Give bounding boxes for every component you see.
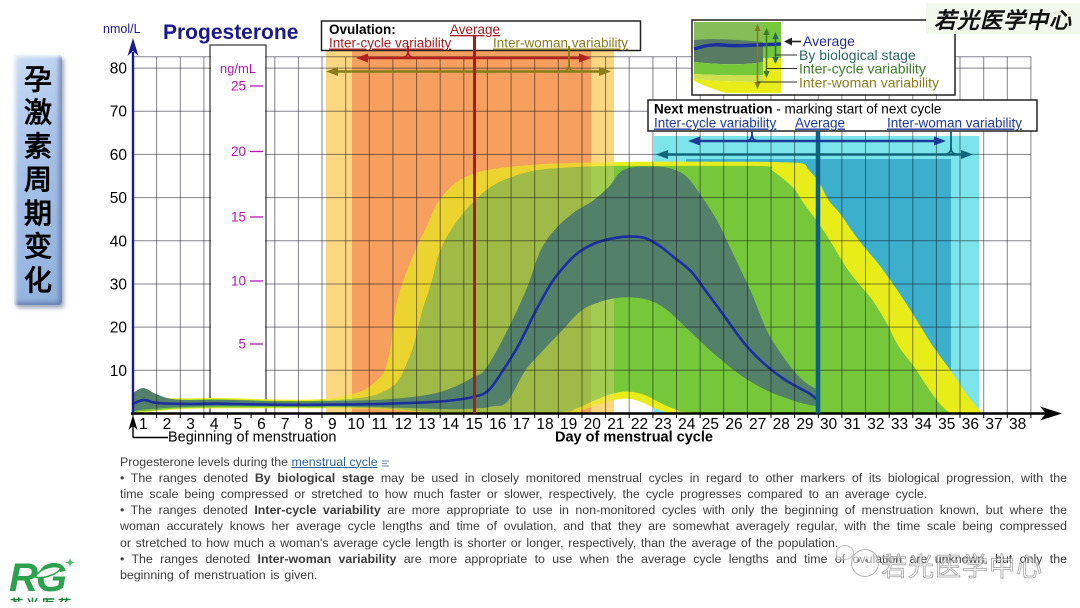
- svg-text:2: 2: [163, 416, 172, 433]
- svg-text:35: 35: [938, 416, 955, 433]
- svg-text:6: 6: [257, 416, 266, 433]
- svg-text:7: 7: [281, 416, 290, 433]
- svg-text:31: 31: [844, 416, 861, 433]
- svg-text:50: 50: [110, 190, 128, 207]
- svg-text:Average: Average: [795, 116, 845, 131]
- svg-text:nmol/L: nmol/L: [103, 22, 141, 36]
- svg-text:9: 9: [328, 416, 337, 433]
- svg-text:13: 13: [418, 416, 435, 433]
- svg-text:38: 38: [1009, 416, 1026, 433]
- svg-text:ng/mL: ng/mL: [220, 61, 256, 76]
- svg-text:12: 12: [395, 416, 412, 433]
- svg-text:60: 60: [110, 147, 128, 164]
- svg-text:Ovulation:: Ovulation:: [329, 22, 396, 37]
- svg-text:40: 40: [110, 233, 128, 250]
- svg-text:25: 25: [231, 79, 246, 94]
- svg-text:18: 18: [536, 416, 553, 433]
- svg-text:32: 32: [867, 416, 884, 433]
- svg-text:15: 15: [231, 210, 246, 225]
- svg-text:24: 24: [678, 416, 696, 433]
- svg-text:37: 37: [985, 416, 1002, 433]
- svg-text:20: 20: [584, 416, 602, 433]
- svg-text:17: 17: [513, 416, 530, 433]
- svg-text:80: 80: [110, 61, 128, 78]
- svg-text:25: 25: [702, 416, 719, 433]
- svg-text:34: 34: [914, 416, 932, 433]
- svg-text:Beginning of menstruation: Beginning of menstruation: [168, 430, 336, 446]
- svg-text:Average: Average: [803, 33, 855, 49]
- svg-text:Next menstruation - marking st: Next menstruation - marking start of nex…: [654, 102, 941, 117]
- svg-text:Inter-cycle variability: Inter-cycle variability: [799, 61, 926, 77]
- svg-text:8: 8: [304, 416, 313, 433]
- svg-text:14: 14: [442, 416, 460, 433]
- svg-text:Inter-woman variability: Inter-woman variability: [799, 75, 939, 91]
- svg-text:11: 11: [372, 416, 388, 433]
- svg-text:70: 70: [110, 104, 128, 121]
- svg-text:10: 10: [231, 274, 246, 289]
- svg-text:10: 10: [110, 363, 128, 380]
- svg-text:20: 20: [231, 144, 246, 159]
- svg-text:Average: Average: [450, 22, 500, 37]
- svg-text:1: 1: [139, 416, 148, 433]
- svg-text:16: 16: [489, 416, 506, 433]
- svg-text:3: 3: [186, 416, 195, 433]
- svg-text:27: 27: [749, 416, 766, 433]
- svg-text:33: 33: [891, 416, 908, 433]
- svg-text:30: 30: [820, 416, 838, 433]
- svg-text:26: 26: [725, 416, 742, 433]
- svg-text:30: 30: [110, 276, 128, 293]
- svg-text:22: 22: [631, 416, 648, 433]
- svg-text:15: 15: [465, 416, 482, 433]
- svg-text:4: 4: [210, 416, 219, 433]
- svg-text:10: 10: [347, 416, 365, 433]
- svg-text:Day of menstrual cycle: Day of menstrual cycle: [555, 430, 713, 446]
- svg-text:23: 23: [655, 416, 672, 433]
- svg-text:By biological stage: By biological stage: [799, 47, 916, 63]
- svg-text:Inter-cycle variability: Inter-cycle variability: [329, 36, 452, 51]
- svg-text:20: 20: [110, 320, 128, 337]
- svg-text:Progesterone: Progesterone: [163, 21, 298, 44]
- svg-text:29: 29: [796, 416, 813, 433]
- svg-text:36: 36: [962, 416, 979, 433]
- svg-text:21: 21: [607, 416, 624, 433]
- svg-text:5: 5: [238, 337, 246, 352]
- svg-text:Inter-cycle variability: Inter-cycle variability: [654, 116, 777, 131]
- svg-text:28: 28: [773, 416, 790, 433]
- svg-text:Inter-woman variability: Inter-woman variability: [493, 36, 628, 51]
- svg-text:Inter-woman variability: Inter-woman variability: [887, 116, 1022, 131]
- svg-text:5: 5: [234, 416, 243, 433]
- svg-text:19: 19: [560, 416, 577, 433]
